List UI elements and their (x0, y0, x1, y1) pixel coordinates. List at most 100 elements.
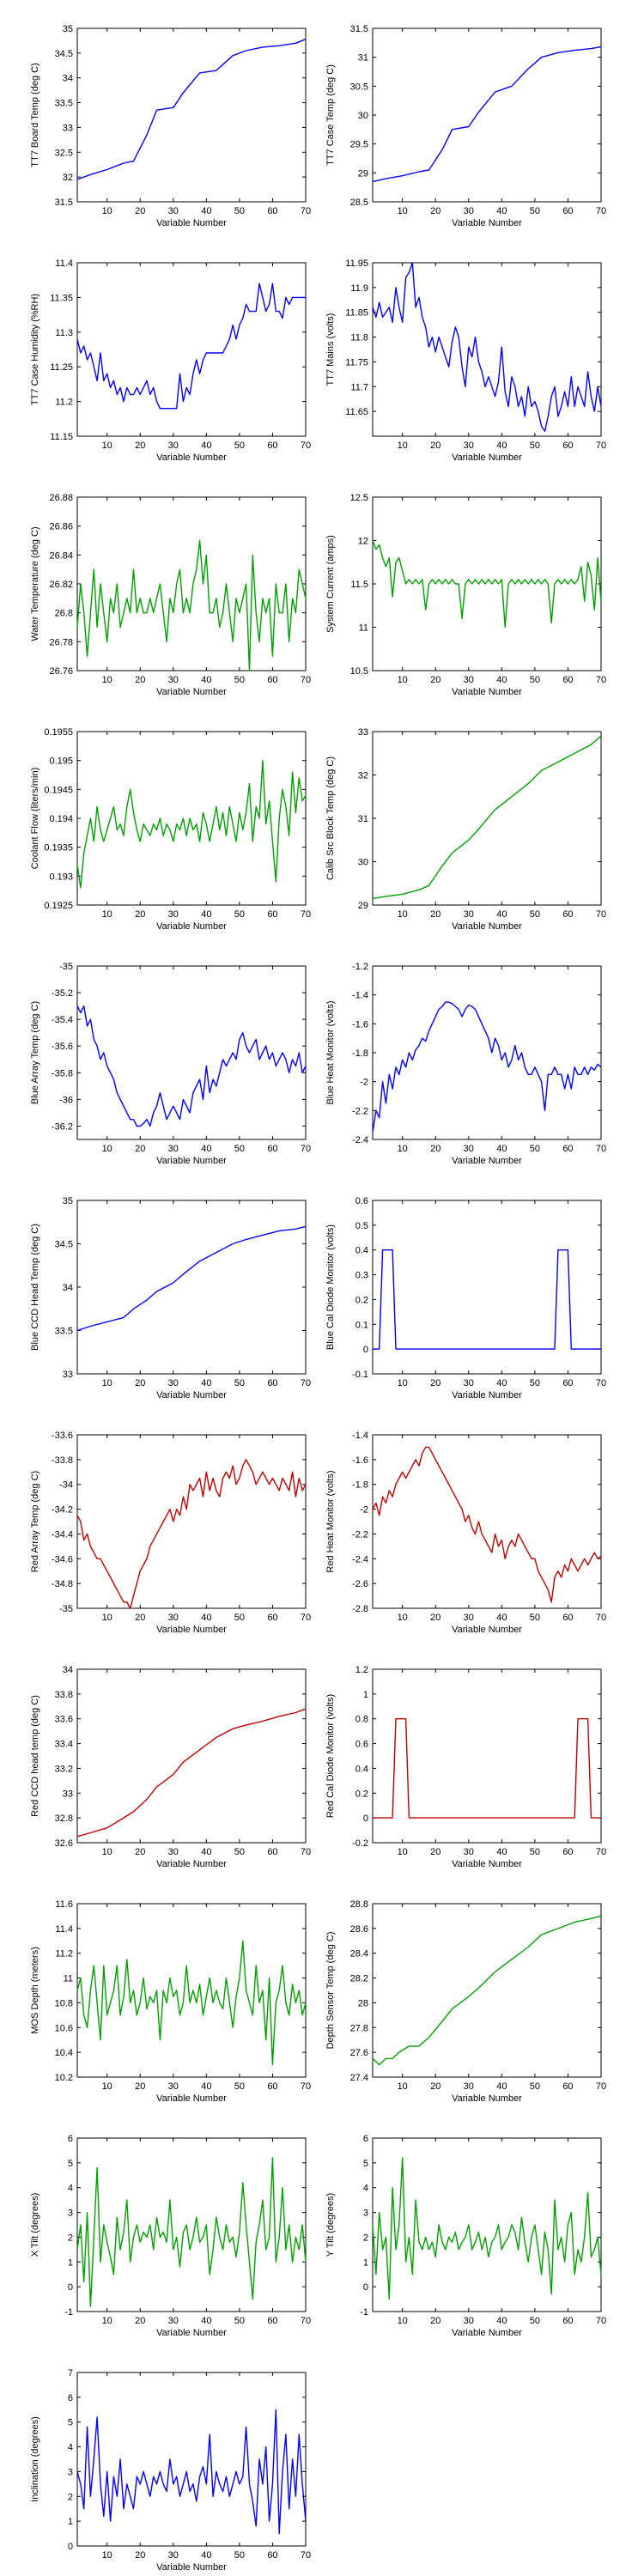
series-line (372, 1001, 602, 1133)
y-tick-label: 27.4 (350, 2073, 368, 2083)
x-tick-label: 10 (102, 675, 112, 685)
x-tick-label: 60 (267, 675, 277, 685)
x-tick-label: 50 (234, 1613, 245, 1623)
series-line (76, 283, 306, 410)
x-tick-label: 30 (168, 909, 179, 920)
x-tick-label: 60 (562, 675, 573, 685)
x-tick-label: 10 (102, 1613, 112, 1623)
y-tick-label: 11.2 (55, 398, 73, 408)
y-axis-label: Blue CCD Head Temp (deg C) (30, 1224, 40, 1351)
plot-frame (372, 965, 602, 1140)
series-line (76, 1459, 307, 1609)
y-tick-label: 32.6 (55, 1838, 73, 1849)
x-axis-label: Variable Number (452, 2328, 522, 2338)
y-tick-label: 11.75 (345, 357, 368, 368)
y-tick-label: -1.2 (352, 962, 368, 972)
y-tick-label: 34 (63, 74, 73, 84)
x-tick-label: 10 (102, 1847, 112, 1857)
y-tick-label: 33.8 (55, 1690, 73, 1700)
y-tick-label: -2 (360, 1505, 368, 1516)
x-tick-label: 20 (135, 675, 145, 685)
y-tick-label: 11 (64, 1974, 73, 1984)
x-tick-label: 70 (301, 1613, 311, 1623)
y-tick-label: -34.6 (52, 1554, 73, 1564)
x-tick-label: 70 (301, 909, 311, 920)
x-tick-label: 50 (234, 909, 245, 920)
chart-panel-16: 10 20 30 40 50 60 70 -0.2 0 0.2 0.4 0.6 0.8 1 1.2 Varia… (325, 1665, 606, 1869)
chart-panel-13: 10 20 30 40 50 60 70 -35 -34.8 -34.6 -34.4 -34.2 -34… (30, 1431, 311, 1635)
y-tick-label: 32 (63, 173, 73, 183)
x-tick-label: 60 (562, 1378, 573, 1388)
y-tick-label: 31 (358, 53, 368, 64)
y-tick-label: 5 (68, 2159, 73, 2169)
x-tick-label: 60 (562, 440, 573, 451)
y-axis-label: X Tilt (degrees) (30, 2193, 40, 2257)
x-tick-label: 30 (168, 2316, 179, 2326)
y-axis-label: TT7 Case Humidity (%RH) (30, 294, 40, 405)
plot-frame (372, 1668, 602, 1844)
x-tick-label: 10 (398, 1378, 408, 1388)
y-tick-label: 27.8 (350, 2023, 368, 2033)
x-tick-label: 20 (135, 909, 145, 920)
x-tick-label: 40 (496, 675, 507, 685)
y-tick-label: 0 (68, 2542, 73, 2552)
x-tick-label: 40 (496, 1144, 507, 1154)
y-tick-label: 29.5 (350, 140, 368, 150)
series-line (372, 1446, 602, 1603)
y-tick-label: -1.8 (352, 1048, 368, 1059)
chart-panel-21: 10 20 30 40 50 60 70 0 1 2 3 4 5 6 7 Variable Number Inc… (30, 2368, 311, 2573)
y-tick-label: 4 (363, 2184, 368, 2194)
plot-frame (372, 262, 602, 437)
x-tick-label: 10 (398, 2316, 408, 2326)
x-tick-label: 40 (201, 675, 211, 685)
x-tick-label: 50 (530, 675, 540, 685)
x-tick-label: 40 (201, 1847, 211, 1857)
x-tick-label: 20 (135, 1613, 145, 1623)
x-tick-label: 20 (135, 1378, 145, 1388)
y-tick-label: 28.2 (350, 1974, 368, 1984)
y-tick-label: -34.8 (52, 1579, 73, 1589)
x-tick-label: 30 (168, 2081, 179, 2092)
x-tick-label: 10 (398, 1144, 408, 1154)
y-tick-label: 29 (358, 901, 368, 911)
y-axis-label: Calib Src Block Temp (deg C) (325, 756, 336, 880)
x-tick-label: 40 (496, 2316, 507, 2326)
y-tick-label: 11.2 (55, 1949, 73, 1959)
y-tick-label: 1.2 (355, 1665, 368, 1675)
x-tick-label: 20 (430, 1847, 440, 1857)
x-tick-label: 30 (168, 206, 179, 216)
plot-frame (372, 2137, 602, 2312)
y-tick-label: -1.6 (352, 1019, 368, 1030)
y-tick-label: -0.2 (352, 1838, 368, 1849)
y-tick-label: 0.1955 (44, 727, 73, 738)
y-tick-label: 11.15 (50, 432, 73, 442)
plot-frame (372, 496, 602, 671)
x-tick-label: 30 (168, 440, 179, 451)
y-axis-label: Coolant Flow (liters/min) (30, 768, 40, 870)
x-tick-label: 60 (562, 1144, 573, 1154)
x-tick-label: 20 (430, 675, 440, 685)
x-tick-label: 50 (530, 909, 540, 920)
x-tick-label: 30 (168, 1378, 179, 1388)
y-tick-label: -1.4 (352, 991, 368, 1001)
y-tick-label: -2.2 (352, 1106, 368, 1116)
y-tick-label: 10.2 (55, 2073, 73, 2083)
y-tick-label: -35.2 (52, 988, 73, 999)
x-axis-label: Variable Number (156, 1390, 227, 1400)
x-tick-label: 20 (135, 2316, 145, 2326)
x-tick-label: 50 (530, 1847, 540, 1857)
y-tick-label: 6 (68, 2393, 73, 2403)
x-tick-label: 40 (496, 1847, 507, 1857)
y-tick-label: 26.82 (49, 580, 73, 590)
y-tick-label: 0.2 (355, 1789, 368, 1799)
y-tick-label: -35.4 (52, 1015, 73, 1025)
plot-frame (76, 1200, 307, 1375)
x-tick-label: 60 (562, 2316, 573, 2326)
y-tick-label: 11.35 (50, 293, 73, 303)
x-tick-label: 40 (496, 440, 507, 451)
y-tick-label: 11.3 (55, 328, 73, 338)
y-axis-label: Y Tilt (degrees) (325, 2193, 336, 2257)
y-tick-label: 10.5 (350, 666, 368, 677)
y-tick-label: 2 (68, 2492, 73, 2502)
plot-frame (372, 1200, 602, 1375)
